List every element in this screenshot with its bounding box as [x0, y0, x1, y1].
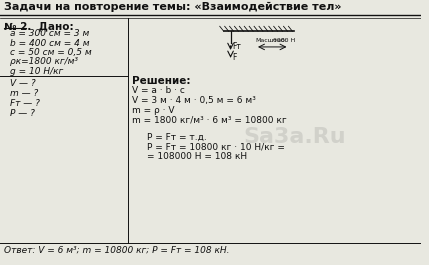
- Text: m — ?: m — ?: [10, 89, 38, 98]
- Text: g = 10 Н/кг: g = 10 Н/кг: [10, 67, 63, 76]
- Text: 6000 Н: 6000 Н: [273, 38, 295, 43]
- Text: P — ?: P — ?: [10, 109, 35, 118]
- Text: b = 400 см = 4 м: b = 400 см = 4 м: [10, 39, 89, 48]
- Text: m = 1800 кг/м³ · 6 м³ = 10800 кг: m = 1800 кг/м³ · 6 м³ = 10800 кг: [133, 116, 287, 125]
- Text: Решение:: Решение:: [133, 76, 191, 86]
- Text: a = 300 см = 3 м: a = 300 см = 3 м: [10, 29, 89, 38]
- Text: Fт: Fт: [233, 42, 242, 51]
- Text: P = Fт = т.д.: P = Fт = т.д.: [147, 132, 207, 142]
- Text: Fт — ?: Fт — ?: [10, 99, 40, 108]
- Text: Ответ: V = 6 м³; m = 10800 кг; P = Fт = 108 кН.: Ответ: V = 6 м³; m = 10800 кг; P = Fт = …: [4, 245, 230, 254]
- Text: № 2.  Дано:: № 2. Дано:: [4, 21, 73, 31]
- Text: V = 3 м · 4 м · 0,5 м = 6 м³: V = 3 м · 4 м · 0,5 м = 6 м³: [133, 96, 256, 105]
- Text: Задачи на повторение темы: «Взаимодействие тел»: Задачи на повторение темы: «Взаимодейств…: [4, 2, 341, 12]
- Text: F: F: [233, 53, 237, 62]
- Text: V = a · b · c: V = a · b · c: [133, 86, 185, 95]
- Text: m = ρ · V: m = ρ · V: [133, 106, 175, 115]
- Text: c = 50 см = 0,5 м: c = 50 см = 0,5 м: [10, 48, 91, 57]
- Text: = 108000 Н = 108 кН: = 108000 Н = 108 кН: [147, 152, 247, 161]
- Text: Sa3a.Ru: Sa3a.Ru: [243, 127, 346, 147]
- Text: Масштаб:: Масштаб:: [255, 38, 287, 43]
- Text: P = Fт = 10800 кг · 10 Н/кг =: P = Fт = 10800 кг · 10 Н/кг =: [147, 142, 285, 151]
- Text: ρк=1800 кг/м³: ρк=1800 кг/м³: [10, 57, 78, 66]
- Text: V — ?: V — ?: [10, 79, 36, 88]
